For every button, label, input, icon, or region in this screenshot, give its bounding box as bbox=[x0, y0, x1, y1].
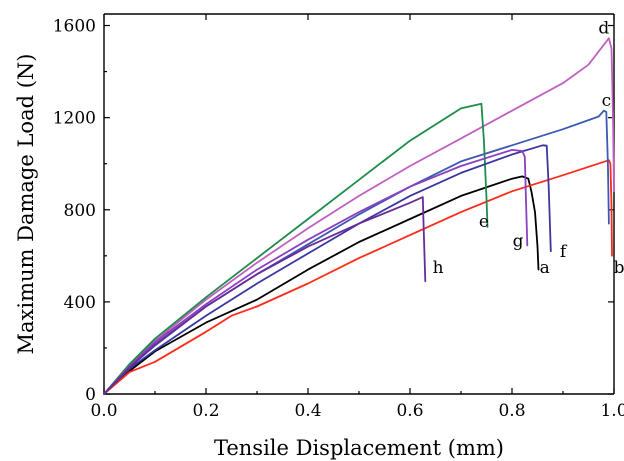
series-label-b: b bbox=[614, 258, 624, 278]
series-line-a bbox=[103, 175, 540, 395]
series-group bbox=[103, 37, 615, 395]
series-line-c bbox=[103, 109, 610, 395]
series-line-b bbox=[103, 159, 613, 395]
series-label-h: h bbox=[433, 258, 444, 278]
y-axis-title: Maximum Damage Load (N) bbox=[14, 54, 38, 355]
series-label-f: f bbox=[560, 242, 568, 262]
y-tick-label: 400 bbox=[64, 293, 96, 313]
x-tick-label: 0.2 bbox=[192, 401, 219, 421]
series-line-h bbox=[103, 196, 427, 395]
series-labels: a b c d e f g h bbox=[433, 19, 624, 279]
x-axis-title: Tensile Displacement (mm) bbox=[214, 436, 504, 460]
y-tick-label: 1600 bbox=[53, 17, 96, 37]
y-tick-label: 0 bbox=[85, 385, 96, 405]
x-tick-label: 0.4 bbox=[294, 401, 321, 421]
series-line-f bbox=[103, 144, 552, 395]
series-line-g bbox=[103, 148, 529, 395]
series-label-a: a bbox=[540, 258, 550, 278]
x-tick-label: 0.6 bbox=[396, 401, 423, 421]
series-line-d bbox=[103, 37, 615, 395]
series-label-d: d bbox=[598, 19, 609, 39]
ticks: 0.0 0.2 0.4 0.6 0.8 1.0 0 400 800 1200 1600 bbox=[53, 14, 624, 421]
series-line-e bbox=[103, 102, 489, 395]
x-tick-label: 0.8 bbox=[498, 401, 525, 421]
y-tick-label: 800 bbox=[64, 201, 96, 221]
series-label-e: e bbox=[479, 212, 489, 232]
series-label-g: g bbox=[513, 232, 524, 252]
x-tick-label: 1.0 bbox=[600, 401, 624, 421]
x-tick-label: 0.0 bbox=[90, 401, 117, 421]
series-label-c: c bbox=[602, 91, 612, 111]
y-tick-label: 1200 bbox=[53, 109, 96, 129]
